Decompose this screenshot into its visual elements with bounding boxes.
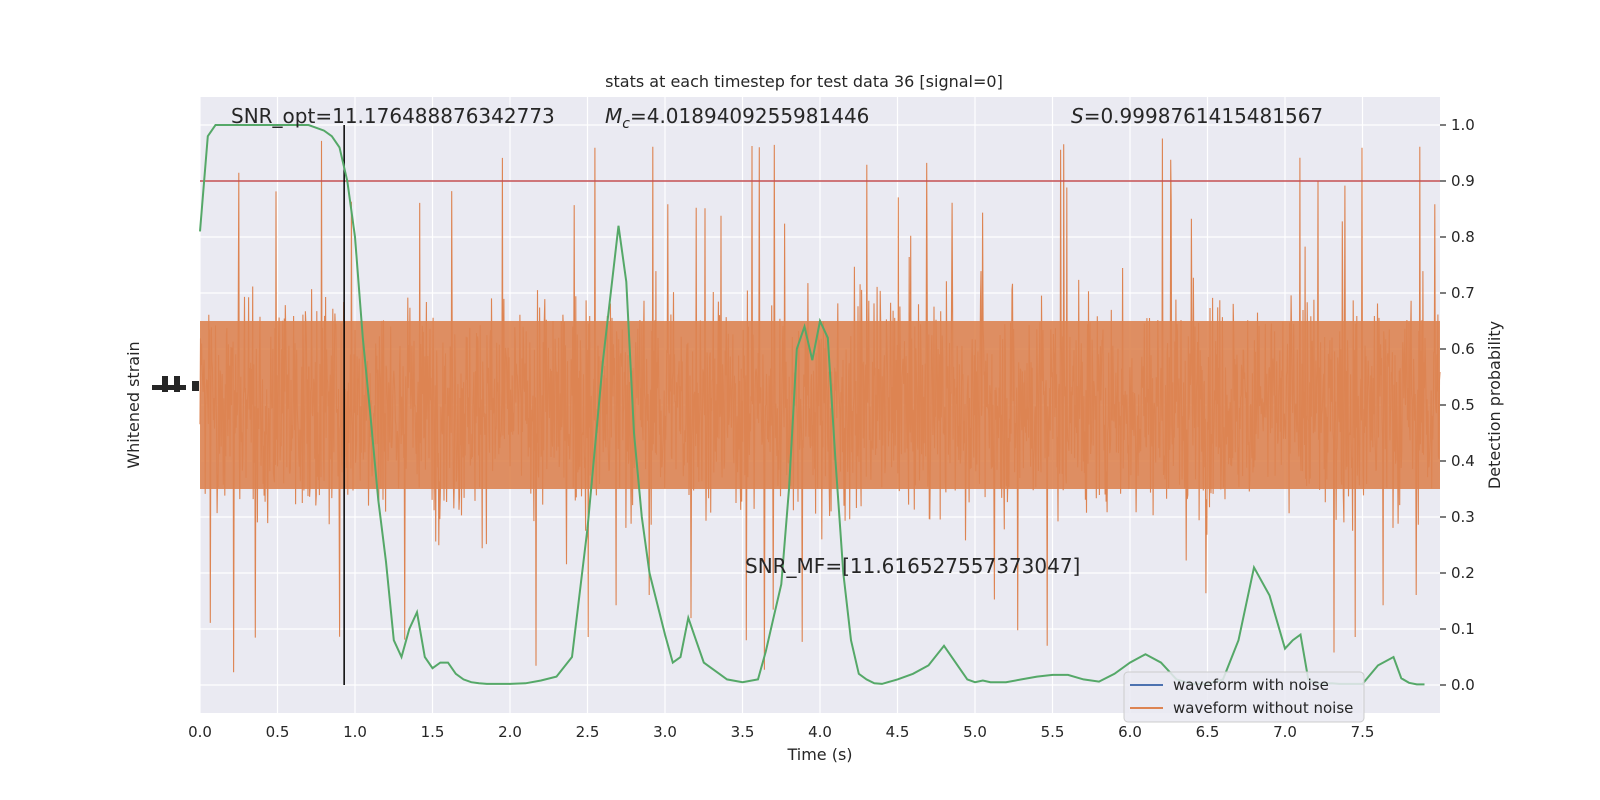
x-tick-label: 4.0 — [808, 723, 832, 741]
y-tick-label: 0.8 — [1451, 228, 1475, 246]
y-tick-label: 1.0 — [1451, 116, 1475, 134]
x-tick-label: 7.0 — [1273, 723, 1297, 741]
x-tick-label: 0.0 — [188, 723, 212, 741]
x-tick-labels: 0.0 0.5 1.0 1.5 2.0 2.5 3.0 3.5 4.0 4.5 5.0 5.5 6.0 6… — [188, 723, 1374, 741]
left-axis-tick-cluster — [152, 376, 199, 392]
legend-label-noise: waveform with noise — [1173, 676, 1329, 694]
legend-label-clean: waveform without noise — [1173, 699, 1353, 717]
x-tick-label: 2.5 — [576, 723, 600, 741]
y-tick-label: 0.0 — [1451, 676, 1475, 694]
overlap-annotation: S=0.9998761415481567 — [1071, 104, 1323, 128]
y-tick-label: 0.5 — [1451, 396, 1475, 414]
y-tick-label: 0.3 — [1451, 508, 1475, 526]
x-tick-label: 6.5 — [1196, 723, 1220, 741]
legend: waveform with noise waveform without noi… — [1123, 671, 1365, 723]
y-tick-label: 0.7 — [1451, 284, 1475, 302]
strain-core-band — [200, 321, 1440, 489]
left-y-axis-label: Whitened strain — [124, 341, 143, 468]
legend-box — [1123, 671, 1365, 723]
overlay-lines — [200, 125, 1440, 685]
x-tick-label: 4.5 — [886, 723, 910, 741]
chirp-mass-annotation: Mc=4.0189409255981446 — [605, 104, 869, 132]
x-tick-label: 6.0 — [1118, 723, 1142, 741]
strain-series — [199, 138, 1441, 673]
x-tick-label: 2.0 — [498, 723, 522, 741]
x-tick-label: 1.0 — [343, 723, 367, 741]
y-tick-label: 0.6 — [1451, 340, 1475, 358]
y-tick-label: 0.9 — [1451, 172, 1475, 190]
snr-opt-annotation: SNR_opt=11.176488876342773 — [231, 104, 555, 128]
x-tick-label: 5.0 — [963, 723, 987, 741]
x-tick-label: 7.5 — [1351, 723, 1375, 741]
x-tick-label: 3.0 — [653, 723, 677, 741]
x-tick-label: 1.5 — [421, 723, 445, 741]
y-tick-label: 0.2 — [1451, 564, 1475, 582]
x-tick-label: 5.5 — [1041, 723, 1065, 741]
y-tick-label: 0.4 — [1451, 452, 1475, 470]
x-tick-label: 3.5 — [731, 723, 755, 741]
chart-title: stats at each timestep for test data 36 … — [605, 72, 1003, 91]
x-axis-label: Time (s) — [786, 745, 852, 764]
y-tick-label: 0.1 — [1451, 620, 1475, 638]
right-y-tick-labels: 0.0 0.1 0.2 0.3 0.4 0.5 0.6 0.7 0.8 0.9 1.0 — [1451, 116, 1475, 694]
right-y-axis-label: Detection probability — [1485, 321, 1504, 489]
x-tick-label: 0.5 — [266, 723, 290, 741]
snr-mf-annotation: SNR_MF=[11.616527557373047] — [745, 554, 1080, 578]
